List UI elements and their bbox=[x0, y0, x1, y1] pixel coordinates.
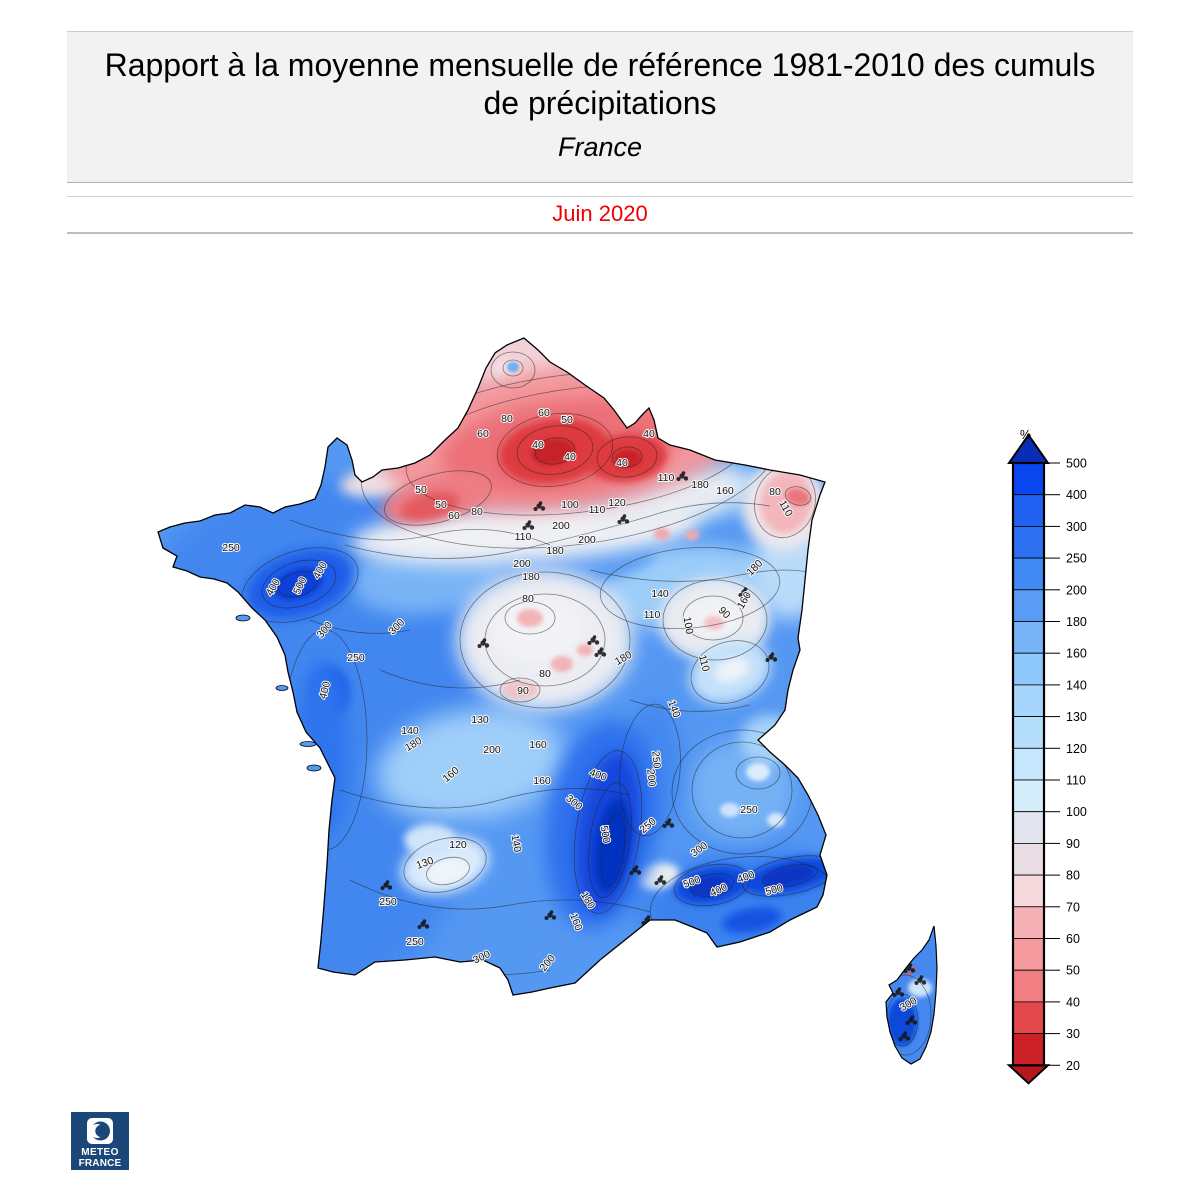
svg-text:50: 50 bbox=[435, 499, 447, 511]
meteo-france-logo: METEO FRANCE bbox=[71, 1112, 129, 1170]
svg-text:60: 60 bbox=[1066, 932, 1080, 946]
svg-text:120: 120 bbox=[449, 839, 467, 851]
svg-text:80: 80 bbox=[501, 413, 513, 425]
svg-text:200: 200 bbox=[483, 744, 501, 756]
legend-svg: 500 400 300 250 200 180 160 140 130 120 110 100 90 80… bbox=[1006, 428, 1087, 1085]
svg-text:100: 100 bbox=[561, 499, 579, 511]
svg-text:180: 180 bbox=[691, 479, 709, 491]
svg-text:160: 160 bbox=[716, 485, 734, 497]
svg-text:80: 80 bbox=[539, 668, 551, 680]
svg-text:120: 120 bbox=[1066, 742, 1087, 756]
svg-text:120: 120 bbox=[608, 497, 626, 509]
svg-text:140: 140 bbox=[401, 725, 419, 737]
svg-text:60: 60 bbox=[448, 510, 460, 522]
svg-text:300: 300 bbox=[1066, 520, 1087, 534]
svg-text:40: 40 bbox=[643, 428, 655, 440]
page-title-line1: Rapport à la moyenne mensuelle de référe… bbox=[104, 47, 1096, 83]
svg-text:250: 250 bbox=[1066, 552, 1087, 566]
svg-text:110: 110 bbox=[658, 472, 675, 484]
precipitation-contour-map: 60 50 80 60 40 40 40 40 50 50 60 80 100 110 200 200 110 1… bbox=[130, 320, 970, 1100]
svg-text:60: 60 bbox=[477, 428, 489, 440]
svg-text:110: 110 bbox=[589, 504, 606, 516]
svg-text:180: 180 bbox=[546, 545, 564, 557]
meteo-sphere-icon bbox=[87, 1118, 113, 1144]
svg-text:100: 100 bbox=[1066, 805, 1087, 819]
svg-text:200: 200 bbox=[578, 534, 596, 546]
svg-text:30: 30 bbox=[1066, 1027, 1080, 1041]
svg-text:40: 40 bbox=[532, 439, 544, 451]
svg-text:250: 250 bbox=[406, 936, 424, 948]
svg-text:160: 160 bbox=[533, 775, 551, 787]
meteo-france-logo-svg: METEO FRANCE bbox=[71, 1112, 129, 1170]
svg-text:110: 110 bbox=[644, 609, 661, 621]
svg-text:500: 500 bbox=[598, 825, 613, 844]
svg-text:250: 250 bbox=[347, 652, 365, 664]
logo-text-france: FRANCE bbox=[79, 1158, 122, 1169]
period-label: Juin 2020 bbox=[552, 201, 648, 226]
legend-unit: % bbox=[1020, 428, 1031, 442]
svg-text:70: 70 bbox=[1066, 900, 1080, 914]
logo-text-meteo: METEO bbox=[81, 1147, 119, 1158]
svg-text:140: 140 bbox=[651, 588, 669, 600]
svg-text:140: 140 bbox=[1066, 678, 1087, 692]
svg-text:60: 60 bbox=[538, 407, 550, 419]
title-block: Rapport à la moyenne mensuelle de référe… bbox=[67, 31, 1133, 183]
svg-text:200: 200 bbox=[552, 520, 570, 532]
coastal-islands bbox=[235, 614, 322, 772]
svg-text:90: 90 bbox=[1066, 837, 1080, 851]
svg-text:80: 80 bbox=[471, 506, 483, 518]
svg-text:200: 200 bbox=[513, 558, 531, 570]
svg-text:50: 50 bbox=[561, 414, 573, 426]
svg-text:200: 200 bbox=[644, 768, 657, 787]
svg-text:140: 140 bbox=[509, 834, 524, 853]
color-scale-legend: 500 400 300 250 200 180 160 140 130 120 110 100 90 80… bbox=[1000, 423, 1120, 1113]
svg-text:200: 200 bbox=[1066, 583, 1087, 597]
svg-text:130: 130 bbox=[1066, 710, 1087, 724]
svg-text:40: 40 bbox=[564, 451, 576, 463]
svg-text:110: 110 bbox=[696, 654, 712, 673]
svg-text:250: 250 bbox=[649, 750, 662, 769]
svg-text:250: 250 bbox=[379, 896, 397, 908]
separator-line-top bbox=[67, 196, 1133, 197]
svg-text:180: 180 bbox=[1066, 615, 1087, 629]
svg-text:100: 100 bbox=[681, 616, 696, 635]
svg-text:500: 500 bbox=[1066, 457, 1087, 471]
page-title-line2: de précipitations bbox=[483, 85, 717, 121]
svg-text:50: 50 bbox=[1066, 964, 1080, 978]
station-label-clusters bbox=[380, 471, 927, 1041]
svg-text:400: 400 bbox=[317, 680, 333, 700]
region-subtitle: France bbox=[557, 132, 643, 162]
svg-text:110: 110 bbox=[515, 531, 532, 543]
svg-text:500: 500 bbox=[764, 882, 784, 898]
svg-text:40: 40 bbox=[616, 457, 628, 469]
precipitation-regions bbox=[158, 338, 937, 1064]
svg-text:130: 130 bbox=[471, 714, 489, 726]
svg-text:250: 250 bbox=[740, 804, 758, 816]
svg-text:400: 400 bbox=[1066, 488, 1087, 502]
svg-text:160: 160 bbox=[1066, 647, 1087, 661]
svg-text:90: 90 bbox=[517, 685, 529, 697]
svg-text:80: 80 bbox=[769, 486, 781, 498]
svg-text:250: 250 bbox=[222, 542, 240, 554]
svg-text:160: 160 bbox=[529, 739, 547, 751]
svg-text:110: 110 bbox=[1066, 774, 1086, 788]
svg-text:20: 20 bbox=[1066, 1059, 1080, 1073]
svg-text:80: 80 bbox=[1066, 869, 1080, 883]
svg-text:40: 40 bbox=[1066, 995, 1080, 1009]
svg-text:180: 180 bbox=[522, 571, 540, 583]
svg-text:50: 50 bbox=[415, 484, 427, 496]
svg-text:80: 80 bbox=[522, 593, 534, 605]
separator-line-bottom bbox=[67, 232, 1133, 234]
